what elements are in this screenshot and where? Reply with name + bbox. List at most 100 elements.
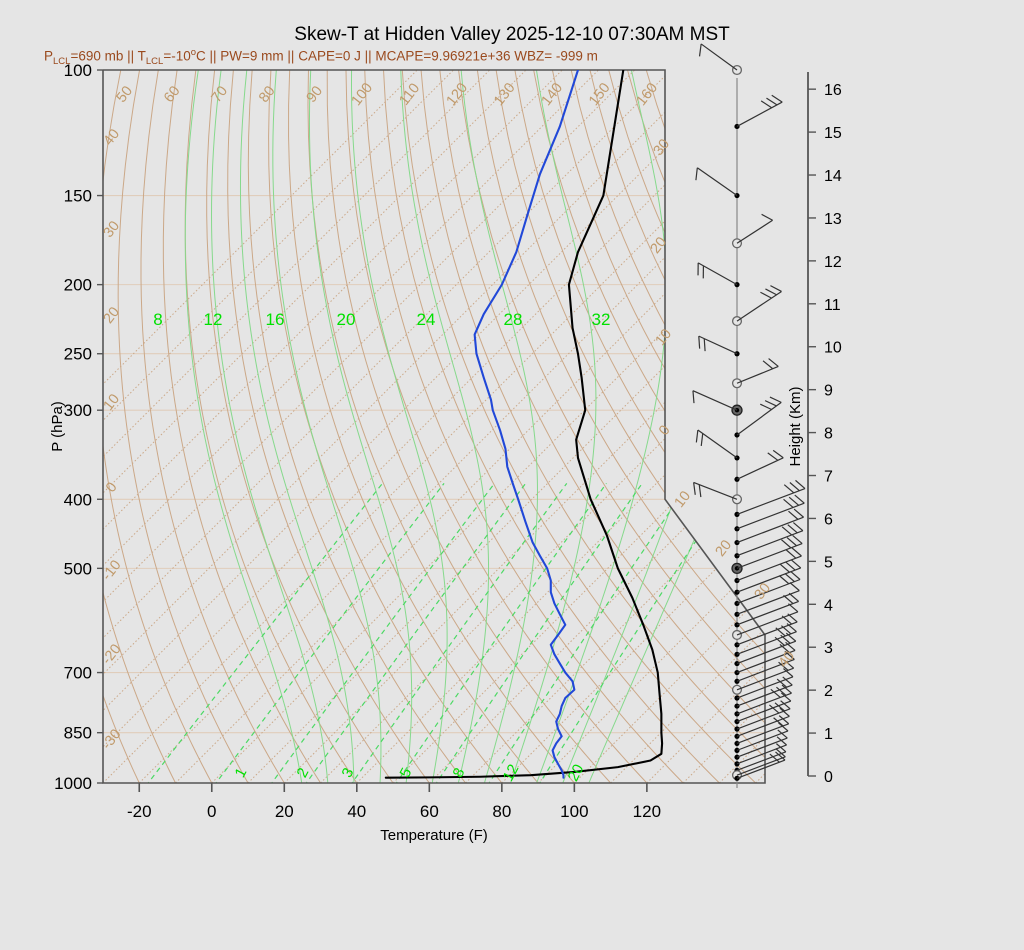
wind-barb	[736, 684, 792, 715]
height-tick-label: 12	[824, 254, 842, 271]
wind-barb	[693, 481, 738, 500]
t-lcl-unit: C ||	[196, 48, 221, 64]
isotherm-label-left: 20	[101, 304, 124, 327]
wind-barb	[695, 429, 738, 459]
temperature-tick-label: -20	[127, 802, 152, 821]
stats-rest: PW=9 mm || CAPE=0 J || MCAPE=9.96921e+36…	[220, 48, 598, 64]
wind-barb	[736, 358, 779, 384]
height-tick-label: 15	[824, 125, 842, 142]
wind-barb	[736, 751, 786, 779]
height-tick-label: 10	[824, 340, 842, 357]
height-tick-label: 4	[824, 597, 833, 614]
sounding-curves	[384, 70, 664, 779]
dry-adiabat-label: 100	[349, 80, 377, 109]
isotherm-label-left: 0	[103, 479, 121, 495]
pressure-tick-label: 500	[64, 559, 92, 578]
pressure-tick-label: 300	[64, 401, 92, 420]
height-tick-label: 16	[824, 82, 842, 99]
wind-barb	[736, 570, 801, 605]
pressure-tick-label: 200	[64, 276, 92, 295]
pressure-axis: 100 150 200 250 300 400 500 700 850 1000 P (hPa)	[49, 61, 103, 793]
isotherm-label-right: 10	[672, 488, 695, 511]
moist-adiabat-label: 28	[504, 310, 523, 329]
height-tick-label: 0	[824, 769, 833, 786]
wind-barb	[736, 494, 805, 530]
wind-barb-marker	[734, 754, 740, 760]
wind-barb	[736, 650, 795, 682]
dry-adiabat-label: 110	[396, 81, 423, 109]
t-lcl-value: =-10	[163, 48, 191, 64]
wind-barb	[736, 449, 784, 480]
isotherm-label-right: 20	[713, 537, 736, 560]
wind-barb-marker	[734, 539, 740, 546]
wind-barb	[736, 94, 783, 127]
wind-barb	[736, 613, 798, 646]
x-axis-title: Temperature (F)	[380, 827, 488, 844]
wind-barb-marker	[734, 747, 740, 753]
height-tick-label: 7	[824, 469, 833, 486]
wind-barb	[736, 547, 802, 582]
t-lcl-label: T	[137, 48, 146, 64]
wind-barb	[736, 632, 797, 665]
temperature-tick-label: 60	[420, 802, 439, 821]
height-tick-label: 11	[824, 297, 841, 314]
wind-barb	[692, 390, 738, 411]
mixing-ratio-label: 20	[565, 762, 588, 785]
isotherm-label-right: 10	[653, 326, 676, 349]
moist-adiabat-label: 8	[153, 310, 162, 329]
wind-barb	[698, 335, 738, 355]
wind-barb	[736, 736, 787, 765]
wind-barb	[736, 285, 782, 322]
wind-barb-marker	[734, 611, 740, 617]
temperature-tick-label: 120	[633, 802, 661, 821]
temperature-tick-label: 40	[347, 802, 366, 821]
wind-barb	[697, 262, 738, 286]
moist-adiabat-labels: 8 12 16 20 24 28 32	[153, 310, 610, 329]
y-axis-title: P (hPa)	[49, 401, 66, 452]
dewpoint-curve	[473, 70, 580, 779]
wind-barb-marker	[734, 622, 740, 628]
wind-barb	[736, 479, 806, 515]
wind-barb	[736, 715, 790, 744]
wind-barb-marker	[734, 775, 740, 781]
temperature-tick-label: 100	[560, 802, 588, 821]
degree-symbol: o	[190, 47, 197, 58]
p-lcl-subscript: LCL	[53, 56, 71, 68]
pressure-tick-label: 250	[64, 345, 92, 364]
wind-barb	[736, 559, 802, 593]
wind-barb	[736, 700, 791, 730]
isotherm-label-left: 40	[101, 126, 124, 149]
wind-barb-marker	[734, 733, 740, 739]
dry-adiabat-label: 80	[256, 83, 279, 106]
height-tick-label: 1	[824, 726, 833, 743]
p-lcl-value: =690 mb ||	[70, 48, 138, 64]
dry-adiabat-lines	[103, 70, 765, 783]
wind-barb	[736, 623, 797, 655]
dry-adiabat-label: 50	[114, 83, 137, 106]
wind-barb	[736, 668, 794, 699]
isotherm-label-left: 30	[101, 218, 124, 241]
wind-barb	[736, 582, 800, 615]
sounding-stats-subtitle: PLCL=690 mb || TLCL=-10oC || PW=9 mm || …	[44, 47, 598, 67]
dry-adiabat-label: 120	[444, 80, 472, 109]
page-title: Skew-T at Hidden Valley 2025-12-10 07:30…	[294, 24, 730, 45]
moist-adiabat-lines	[184, 70, 765, 783]
temperature-axis: -20 0 20 40 60 80 100 120 Temperature (F)	[127, 783, 661, 844]
pressure-tick-label: 100	[64, 61, 92, 80]
wind-barb	[736, 592, 800, 626]
wind-barb-marker	[734, 600, 740, 607]
wind-barb	[736, 508, 804, 544]
wind-barb	[736, 692, 792, 723]
wind-barb	[736, 676, 793, 707]
height-tick-label: 3	[824, 640, 833, 657]
moist-adiabat-label: 24	[417, 310, 436, 329]
dry-adiabat-label: 150	[586, 80, 614, 109]
dry-adiabat-label: 90	[304, 83, 327, 106]
wind-barb	[695, 167, 738, 197]
pressure-tick-label: 400	[64, 490, 92, 509]
wind-barb	[698, 43, 738, 71]
wind-barb	[736, 659, 795, 691]
mixing-ratio-label: 1	[232, 765, 251, 780]
height-tick-label: 9	[824, 383, 833, 400]
